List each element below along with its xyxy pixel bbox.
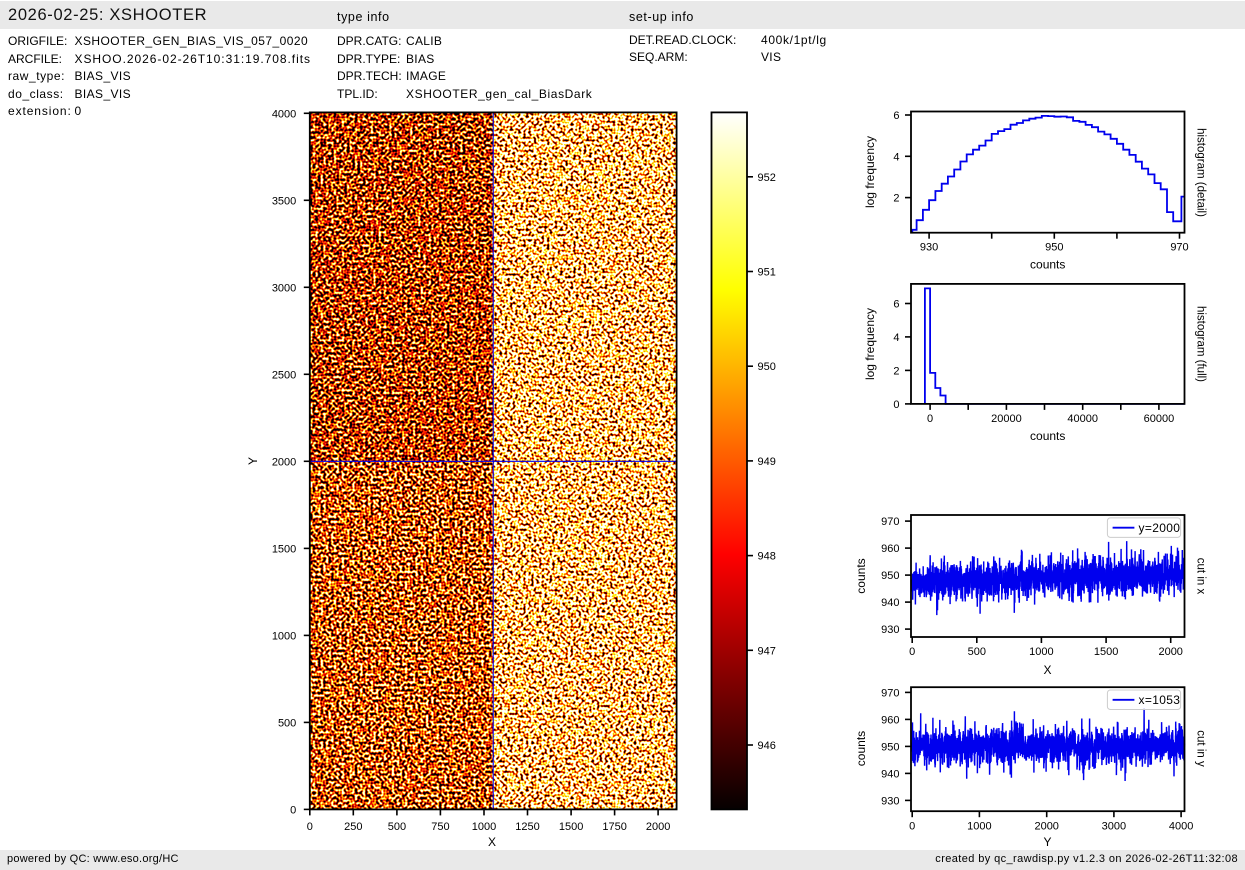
svg-text:951: 951 — [758, 267, 776, 279]
svg-text:40000: 40000 — [1067, 413, 1098, 425]
svg-text:cut in y: cut in y — [1195, 730, 1207, 767]
svg-text:949: 949 — [758, 456, 776, 468]
svg-text:histogram (full): histogram (full) — [1195, 306, 1207, 382]
svg-text:6: 6 — [893, 299, 899, 311]
svg-text:3000: 3000 — [272, 282, 296, 294]
svg-text:1000: 1000 — [1029, 646, 1053, 658]
svg-text:947: 947 — [758, 645, 776, 657]
svg-text:940: 940 — [881, 768, 899, 780]
svg-text:950: 950 — [758, 361, 776, 373]
svg-text:930: 930 — [920, 242, 938, 254]
svg-text:4: 4 — [893, 151, 899, 163]
svg-text:1500: 1500 — [272, 543, 296, 555]
svg-text:952: 952 — [758, 172, 776, 184]
svg-text:log frequency: log frequency — [863, 308, 877, 380]
svg-text:1000: 1000 — [272, 630, 296, 642]
svg-text:970: 970 — [881, 516, 899, 528]
svg-text:histogram (detail): histogram (detail) — [1195, 128, 1207, 217]
svg-text:60000: 60000 — [1144, 413, 1175, 425]
svg-text:960: 960 — [881, 543, 899, 555]
svg-text:0: 0 — [307, 821, 313, 833]
svg-text:0: 0 — [909, 646, 915, 658]
svg-text:0: 0 — [909, 820, 915, 832]
svg-text:1500: 1500 — [1094, 646, 1118, 658]
svg-text:930: 930 — [881, 624, 899, 636]
svg-text:950: 950 — [881, 570, 899, 582]
svg-text:946: 946 — [758, 740, 776, 752]
svg-text:1250: 1250 — [515, 821, 539, 833]
svg-text:2000: 2000 — [1158, 646, 1182, 658]
svg-text:250: 250 — [344, 821, 362, 833]
svg-text:0: 0 — [290, 804, 296, 816]
svg-text:counts: counts — [1030, 429, 1065, 443]
svg-text:20000: 20000 — [991, 413, 1022, 425]
svg-text:2000: 2000 — [272, 456, 296, 468]
svg-text:940: 940 — [881, 597, 899, 609]
svg-text:930: 930 — [881, 795, 899, 807]
svg-text:1000: 1000 — [472, 821, 496, 833]
svg-text:y=2000: y=2000 — [1139, 521, 1181, 535]
svg-text:2: 2 — [893, 193, 899, 205]
svg-text:counts: counts — [854, 731, 868, 766]
svg-text:2: 2 — [893, 365, 899, 377]
svg-text:1750: 1750 — [602, 821, 626, 833]
svg-text:2000: 2000 — [1034, 820, 1058, 832]
svg-text:950: 950 — [881, 741, 899, 753]
svg-text:Y: Y — [1043, 835, 1051, 849]
svg-text:3500: 3500 — [272, 195, 296, 207]
svg-text:4000: 4000 — [1169, 820, 1193, 832]
svg-text:950: 950 — [1045, 242, 1063, 254]
svg-text:1000: 1000 — [967, 820, 991, 832]
svg-text:x=1053: x=1053 — [1139, 693, 1181, 707]
svg-text:500: 500 — [278, 717, 296, 729]
svg-text:counts: counts — [854, 558, 868, 593]
svg-text:970: 970 — [881, 687, 899, 699]
svg-text:960: 960 — [881, 714, 899, 726]
svg-text:0: 0 — [893, 399, 899, 411]
svg-text:2500: 2500 — [272, 369, 296, 381]
svg-text:X: X — [488, 835, 496, 849]
svg-text:0: 0 — [927, 413, 933, 425]
svg-text:6: 6 — [893, 110, 899, 122]
svg-text:log frequency: log frequency — [863, 136, 877, 208]
svg-text:970: 970 — [1170, 242, 1188, 254]
svg-text:cut in x: cut in x — [1195, 558, 1207, 595]
svg-text:500: 500 — [388, 821, 406, 833]
svg-text:4: 4 — [893, 332, 899, 344]
svg-text:750: 750 — [431, 821, 449, 833]
svg-text:4000: 4000 — [272, 108, 296, 120]
svg-text:948: 948 — [758, 551, 776, 563]
svg-text:3000: 3000 — [1102, 820, 1126, 832]
svg-text:counts: counts — [1030, 258, 1065, 272]
svg-text:2000: 2000 — [646, 821, 670, 833]
svg-text:500: 500 — [968, 646, 986, 658]
svg-text:X: X — [1043, 663, 1051, 677]
svg-text:1500: 1500 — [559, 821, 583, 833]
svg-text:Y: Y — [246, 457, 260, 465]
